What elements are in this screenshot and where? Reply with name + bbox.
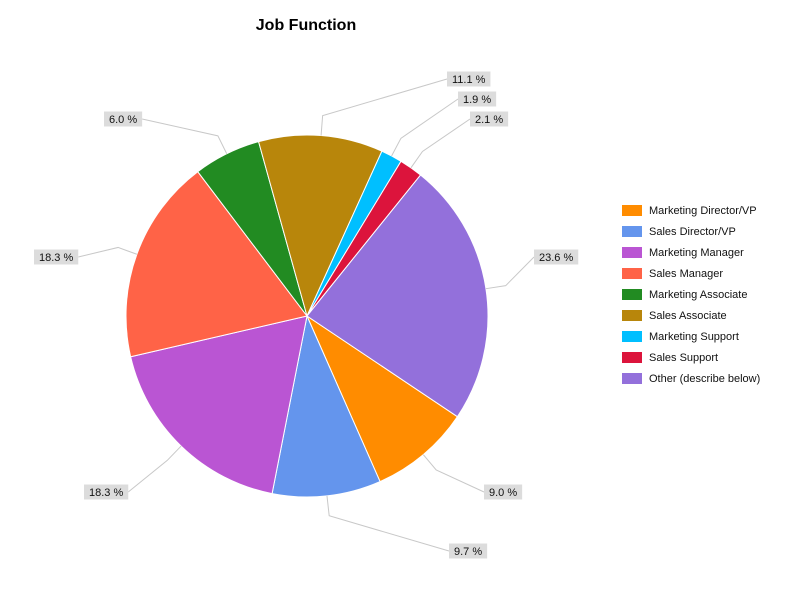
legend-label: Marketing Director/VP (649, 204, 757, 217)
legend-item: Marketing Associate (622, 284, 797, 305)
legend-label: Sales Director/VP (649, 225, 736, 238)
slice-label-box (534, 249, 579, 265)
legend-item: Marketing Support (622, 326, 797, 347)
leader-line (142, 118, 228, 154)
legend-label: Sales Associate (649, 309, 727, 322)
leader-line (391, 98, 459, 157)
slice-label-box (470, 111, 509, 127)
leader-line (127, 445, 182, 493)
leader-line (78, 246, 138, 258)
slice-label-box (104, 111, 143, 127)
leader-line (410, 118, 471, 169)
legend-swatch (622, 226, 642, 237)
slice-label-box (484, 484, 523, 500)
legend-swatch (622, 268, 642, 279)
leader-line (485, 256, 535, 290)
legend-item: Sales Support (622, 347, 797, 368)
legend-label: Sales Support (649, 351, 719, 364)
legend: Marketing Director/VP Sales Director/VP Ma… (622, 200, 797, 389)
chart-title: Job Function (255, 17, 357, 34)
slice-data-label: 18.3 % (39, 252, 73, 264)
slice-data-label: 11.1 % (452, 74, 486, 86)
legend-label: Other (describe below) (649, 372, 761, 385)
pie-slice (130, 315, 308, 495)
slice-data-label: 23.6 % (539, 252, 573, 264)
legend-item: Other (describe below) (622, 368, 797, 389)
leader-line (320, 78, 448, 136)
slice-label-box (84, 484, 129, 500)
legend-label: Sales Manager (649, 267, 723, 280)
slice-label-box (447, 71, 491, 87)
pie-slice (125, 170, 308, 358)
leader-line (422, 454, 485, 493)
legend-swatch (622, 352, 642, 363)
legend-swatch (622, 247, 642, 258)
slice-label-box (449, 543, 488, 559)
slice-data-label: 2.1 % (475, 114, 503, 126)
legend-item: Sales Director/VP (622, 221, 797, 242)
legend-swatch (622, 289, 642, 300)
legend-swatch (622, 373, 642, 384)
legend-item: Sales Associate (622, 305, 797, 326)
legend-label: Marketing Manager (649, 246, 744, 259)
slice-data-label: 1.9 % (463, 94, 491, 106)
slice-data-label: 6.0 % (109, 114, 137, 126)
leader-line (326, 495, 450, 552)
slice-data-label: 18.3 % (89, 487, 123, 499)
legend-item: Marketing Director/VP (622, 200, 797, 221)
legend-swatch (622, 331, 642, 342)
slice-data-label: 9.0 % (489, 487, 517, 499)
legend-item: Marketing Manager (622, 242, 797, 263)
slice-label-box (458, 91, 497, 107)
legend-label: Marketing Support (649, 330, 739, 343)
slice-data-label: 9.7 % (454, 546, 482, 558)
legend-label: Marketing Associate (649, 288, 748, 301)
slice-label-box (34, 249, 79, 265)
legend-swatch (622, 310, 642, 321)
legend-swatch (622, 205, 642, 216)
legend-item: Sales Manager (622, 263, 797, 284)
